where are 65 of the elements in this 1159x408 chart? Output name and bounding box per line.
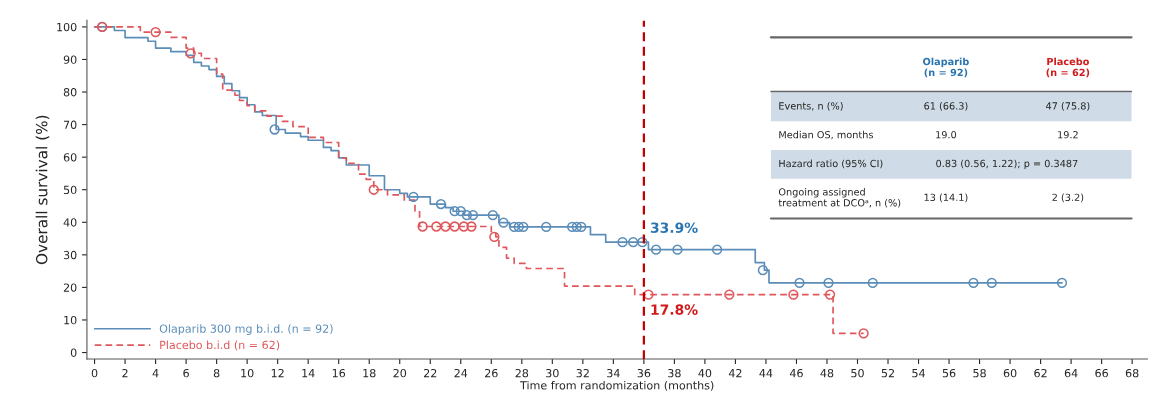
x-tick-label: 58: [973, 368, 986, 378]
y-tick-label: 90: [63, 55, 77, 64]
x-tick-label: 40: [698, 368, 712, 378]
x-tick-label: 0: [91, 368, 98, 378]
y-tick-label: 80: [63, 88, 77, 97]
x-tick-label: 48: [820, 368, 834, 378]
annotation: 17.8%: [651, 304, 698, 315]
x-tick-label: 28: [515, 368, 529, 378]
annotation: 61 (66.3): [924, 102, 968, 111]
annotation: Events, n (%): [779, 102, 843, 111]
annotation: 0.83 (0.56, 1.22); p = 0.3487: [936, 159, 1078, 170]
y-tick-label: 30: [63, 250, 77, 260]
y-tick-label: 60: [63, 153, 77, 162]
x-tick-label: 30: [546, 368, 559, 378]
y-tick-label: 100: [57, 22, 77, 32]
x-tick-label: 44: [759, 369, 773, 378]
y-tick-label: 70: [63, 120, 77, 129]
x-tick-label: 18: [363, 368, 376, 378]
annotation: Ongoing assigned treatment at DCOᵃ, n (%): [778, 188, 901, 208]
x-tick-label: 10: [241, 368, 254, 378]
x-axis-title: Time from randomization (months): [520, 380, 714, 391]
x-tick-label: 20: [393, 368, 407, 378]
x-tick-label: 14: [302, 369, 315, 378]
x-tick-label: 8: [213, 368, 220, 378]
x-tick-label: 26: [485, 368, 498, 378]
y-tick-label: 0: [70, 348, 77, 357]
x-tick-label: 54: [912, 369, 925, 378]
annotation: 19.0: [936, 131, 957, 139]
x-tick-label: 38: [668, 368, 681, 378]
x-tick-label: 42: [728, 368, 742, 378]
y-tick-label: 40: [63, 218, 77, 227]
x-tick-label: 12: [271, 368, 284, 378]
x-tick-label: 68: [1125, 368, 1139, 378]
annotation: Placebo (n = 62): [1046, 57, 1090, 78]
y-tick-label: 10: [64, 315, 77, 325]
y-tick-label: 50: [63, 185, 77, 195]
annotation: Median OS, months: [779, 130, 873, 140]
annotation: 19.2: [1058, 131, 1078, 139]
annotation: 2 (3.2): [1052, 193, 1084, 203]
text: Olaparib 300 mg b.i.d. (n = 92): [159, 324, 333, 335]
annotation: 47 (75.8): [1046, 102, 1090, 111]
y-axis-title: Overall survival (%): [35, 115, 50, 265]
x-tick-label: 64: [1064, 368, 1078, 378]
x-tick-label: 46: [789, 368, 803, 378]
text: Placebo b.i.d (n = 62): [160, 340, 280, 351]
x-tick-label: 2: [122, 368, 128, 378]
y-tick-label: 20: [63, 283, 77, 292]
x-tick-label: 22: [423, 368, 437, 378]
x-tick-label: 60: [1003, 368, 1017, 378]
x-tick-label: 36: [637, 368, 651, 378]
annotation: Olaparib (n = 92): [923, 57, 969, 78]
annotation: 33.9%: [650, 222, 698, 233]
x-tick-label: 24: [454, 368, 468, 378]
x-tick-label: 4: [152, 369, 159, 378]
x-tick-label: 16: [332, 368, 346, 378]
x-tick-label: 6: [183, 368, 189, 378]
x-tick-label: 56: [942, 368, 956, 378]
x-tick-label: 32: [576, 368, 589, 378]
x-tick-label: 52: [881, 368, 894, 378]
x-tick-label: 66: [1095, 368, 1108, 378]
annotation: 13 (14.1): [924, 193, 968, 203]
x-tick-label: 62: [1034, 368, 1047, 378]
annotation: Hazard ratio (95% CI): [779, 159, 883, 169]
x-tick-label: 34: [607, 368, 620, 378]
x-tick-label: 50: [851, 368, 864, 378]
